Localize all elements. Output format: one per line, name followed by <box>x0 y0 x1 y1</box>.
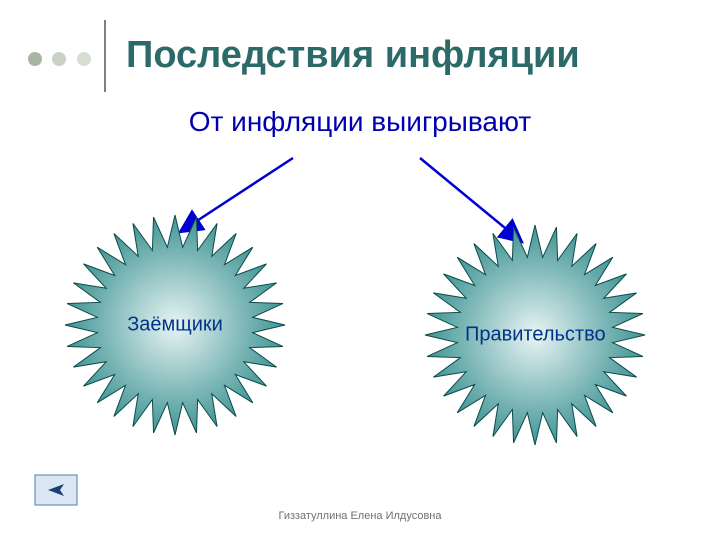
starburst-borrowers: Заёмщики <box>60 210 290 440</box>
decorative-dots <box>28 52 97 71</box>
footer-author: Гиззатуллина Елена Илдусовна <box>0 510 720 522</box>
dot-3 <box>77 52 91 66</box>
starburst-government: Правительство <box>420 220 650 450</box>
slide-subtitle: От инфляции выигрывают <box>0 106 720 138</box>
dot-2 <box>52 52 66 66</box>
starburst-borrowers-label: Заёмщики <box>105 314 245 337</box>
slide: Последствия инфляции От инфляции выигрыв… <box>0 0 720 540</box>
back-arrow-icon <box>34 474 78 506</box>
dot-1 <box>28 52 42 66</box>
starburst-government-label: Правительство <box>465 324 605 347</box>
title-divider <box>104 20 106 92</box>
slide-title: Последствия инфляции <box>126 34 580 77</box>
previous-slide-button[interactable] <box>34 474 78 506</box>
